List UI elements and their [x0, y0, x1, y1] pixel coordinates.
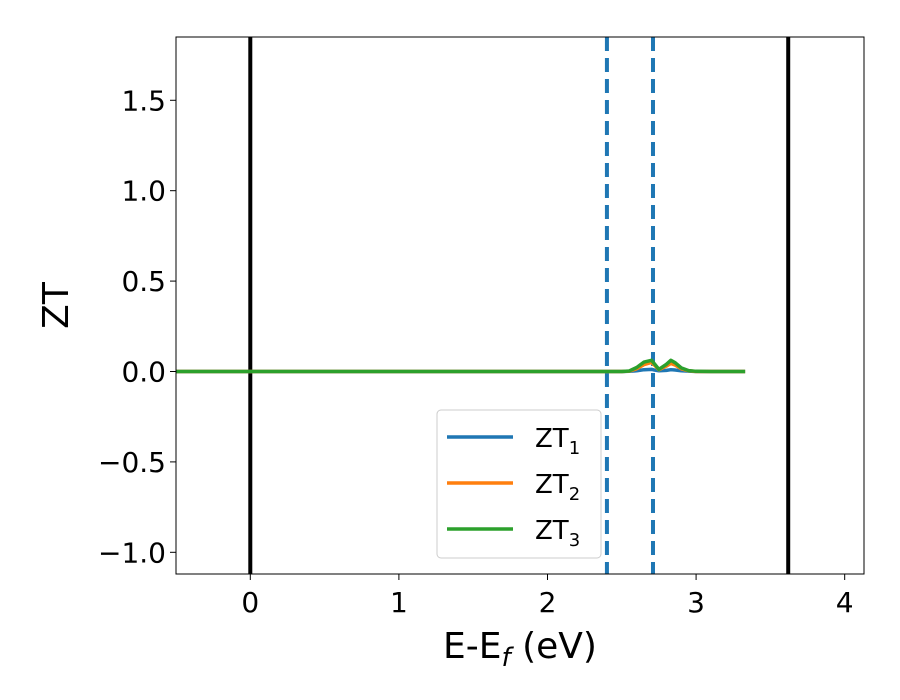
legend: ZT1 ZT2 ZT3: [436, 409, 602, 559]
x-tick-label: 0: [241, 586, 259, 619]
x-tick-label: 4: [836, 586, 854, 619]
series-lines: [176, 358, 746, 374]
legend-label-2: ZT2: [535, 470, 580, 505]
legend-label-1: ZT1: [535, 424, 580, 459]
x-tick-label: 1: [390, 586, 408, 619]
y-axis-ticks: −1.0 −0.5 0.0 0.5 1.0 1.5: [98, 84, 176, 569]
x-tick-label: 3: [687, 586, 705, 619]
series-line-3: [176, 358, 746, 374]
y-tick-label: −1.0: [98, 536, 166, 569]
vertical-reference-lines: [248, 37, 791, 574]
x-axis-title-main: E-E: [443, 626, 501, 667]
x-axis-ticks: 0 1 2 3 4: [241, 574, 854, 619]
legend-label-3: ZT3: [535, 516, 580, 551]
plot-frame: [175, 36, 865, 575]
y-axis-title: ZT: [36, 281, 77, 329]
legend-box: [436, 409, 602, 559]
y-tick-label: −0.5: [98, 446, 166, 479]
y-tick-label: 1.0: [121, 175, 166, 208]
y-tick-label: 1.5: [121, 84, 166, 117]
x-axis-title: E-Ef (eV): [443, 626, 597, 673]
y-tick-label: 0.5: [121, 265, 166, 298]
x-tick-label: 2: [539, 586, 557, 619]
x-axis-title-unit: (eV): [511, 626, 597, 667]
y-tick-label: 0.0: [121, 355, 166, 388]
